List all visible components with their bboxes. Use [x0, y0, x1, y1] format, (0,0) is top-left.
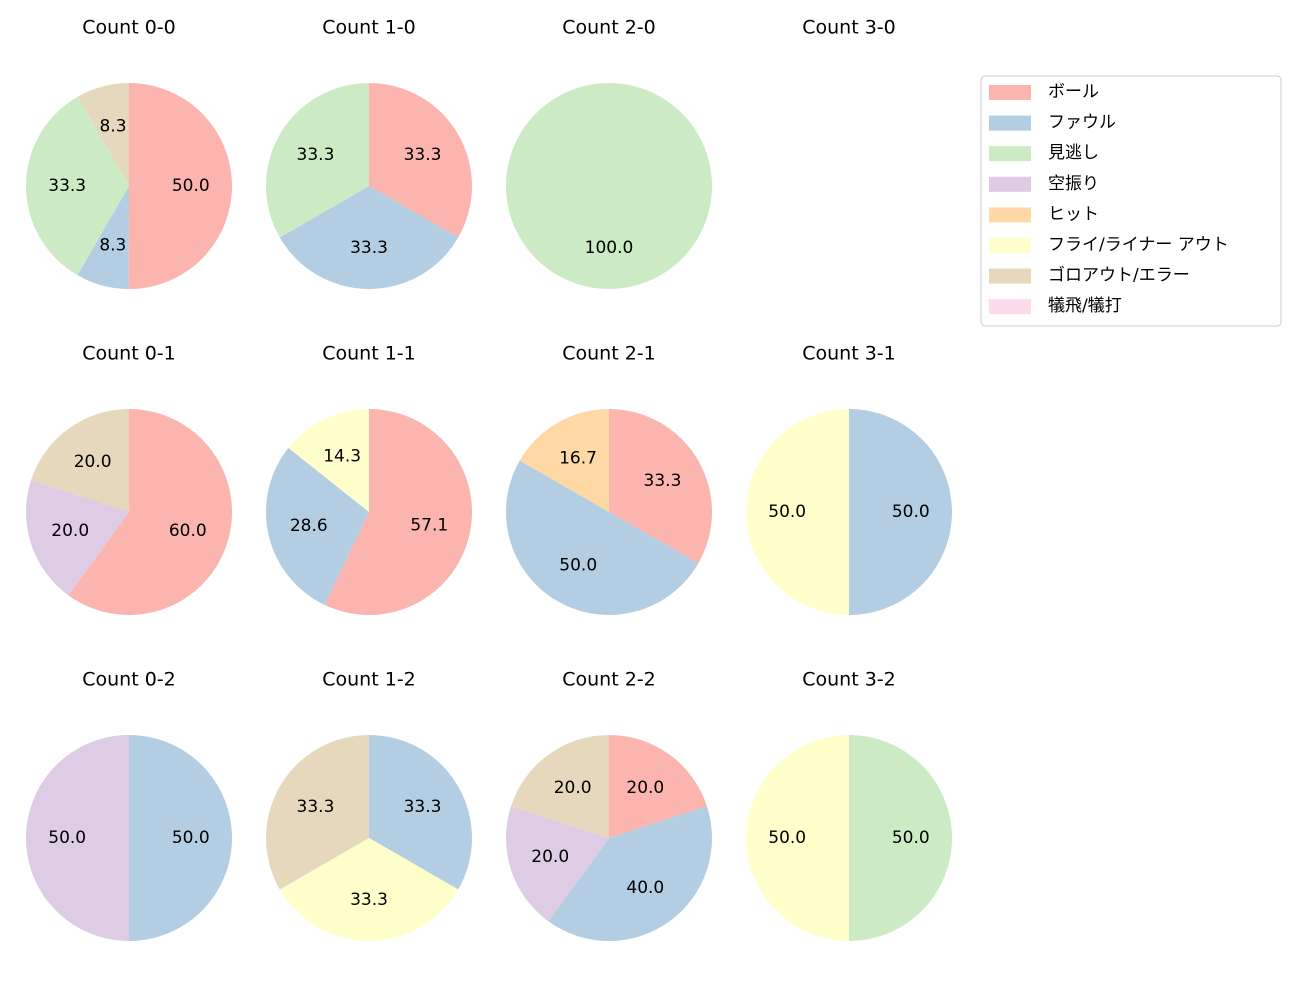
- pie-slice: [26, 735, 129, 941]
- pie-slice: [849, 735, 952, 941]
- legend-swatch: [989, 85, 1031, 100]
- pie-slice: [266, 735, 369, 890]
- chart-title: Count 2-2: [562, 669, 656, 691]
- pie-slice: [511, 735, 609, 838]
- chart-title: Count 0-2: [82, 669, 176, 691]
- value-label: 33.3: [48, 176, 86, 196]
- legend-label: 犠飛/犠打: [1048, 296, 1122, 316]
- value-label: 33.3: [644, 471, 682, 491]
- value-label: 40.0: [626, 878, 664, 898]
- pie-slice: [68, 409, 233, 616]
- chart-title: Count 1-2: [322, 669, 416, 691]
- value-label: 8.3: [99, 236, 126, 256]
- pie-slice: [746, 735, 849, 941]
- pie-slice: [25, 96, 130, 276]
- pie-slice: [128, 83, 233, 289]
- pie-slice: [31, 409, 129, 512]
- pie-slice: [369, 735, 472, 890]
- value-label: 50.0: [48, 828, 86, 848]
- value-label: 33.3: [404, 797, 442, 817]
- chart-title: Count 1-0: [322, 17, 416, 39]
- value-label: 100.0: [585, 238, 634, 258]
- pie-slice: [77, 83, 129, 186]
- value-label: 33.3: [297, 797, 335, 817]
- value-label: 50.0: [768, 828, 806, 848]
- chart-title: Count 3-1: [802, 343, 896, 365]
- pie-slice: [505, 460, 699, 615]
- chart-title: Count 3-0: [802, 17, 896, 39]
- value-label: 50.0: [768, 502, 806, 522]
- legend-label: 見逃し: [1048, 143, 1099, 163]
- legend-label: ゴロアウト/エラー: [1048, 265, 1190, 286]
- legend-swatch: [989, 115, 1031, 131]
- legend-label: 空振り: [1048, 174, 1099, 194]
- legend-swatch: [989, 299, 1031, 315]
- value-label: 33.3: [350, 890, 388, 910]
- pie-slice: [26, 480, 129, 596]
- legend-label: ヒット: [1048, 204, 1099, 224]
- pie-slice: [77, 186, 129, 289]
- legend-swatch: [989, 176, 1031, 192]
- value-label: 16.7: [559, 449, 597, 469]
- value-label: 50.0: [892, 502, 930, 522]
- pie-slice: [506, 806, 609, 922]
- chart-title: Count 1-1: [322, 343, 416, 365]
- chart-title: Count 2-0: [562, 17, 656, 39]
- value-label: 14.3: [323, 446, 361, 466]
- value-label: 57.1: [410, 516, 448, 536]
- pie-slice: [609, 735, 707, 838]
- legend-swatch: [989, 238, 1031, 253]
- value-label: 8.3: [100, 116, 127, 136]
- pie-slice: [288, 409, 369, 512]
- value-label: 50.0: [892, 828, 930, 848]
- chart-title: Count 3-2: [802, 669, 896, 691]
- value-label: 50.0: [172, 828, 210, 848]
- value-label: 33.3: [297, 145, 335, 165]
- pie-slice: [266, 83, 369, 238]
- chart-title: Count 0-1: [82, 343, 176, 365]
- value-label: 50.0: [172, 176, 210, 196]
- value-label: 20.0: [531, 847, 569, 867]
- value-label: 33.3: [350, 238, 388, 258]
- value-label: 33.3: [404, 145, 442, 165]
- value-label: 20.0: [626, 778, 664, 798]
- pie-slice: [129, 735, 232, 941]
- pie-slice: [849, 409, 952, 615]
- legend-label: ファウル: [1048, 113, 1116, 133]
- value-label: 50.0: [559, 556, 597, 576]
- value-label: 60.0: [169, 521, 207, 541]
- legend-label: フライ/ライナー アウト: [1048, 235, 1229, 255]
- pie-slice: [746, 409, 849, 615]
- value-label: 20.0: [554, 778, 592, 798]
- legend-swatch: [989, 146, 1031, 162]
- pie-slice: [324, 409, 472, 615]
- legend-swatch: [989, 268, 1031, 284]
- legend-box: [980, 75, 1282, 327]
- legend-swatch: [989, 207, 1031, 223]
- chart-title: Count 2-1: [562, 343, 656, 365]
- pie-slice: [548, 806, 712, 941]
- value-label: 20.0: [51, 521, 89, 541]
- pie-slice: [506, 83, 712, 289]
- pie-slice: [265, 447, 369, 605]
- pie-slice: [519, 409, 609, 512]
- legend-label: ボール: [1048, 82, 1099, 102]
- pie-slice: [369, 83, 472, 238]
- value-label: 20.0: [74, 452, 112, 472]
- value-label: 28.6: [290, 516, 328, 536]
- pie-slice: [609, 409, 712, 564]
- chart-title: Count 0-0: [82, 17, 176, 39]
